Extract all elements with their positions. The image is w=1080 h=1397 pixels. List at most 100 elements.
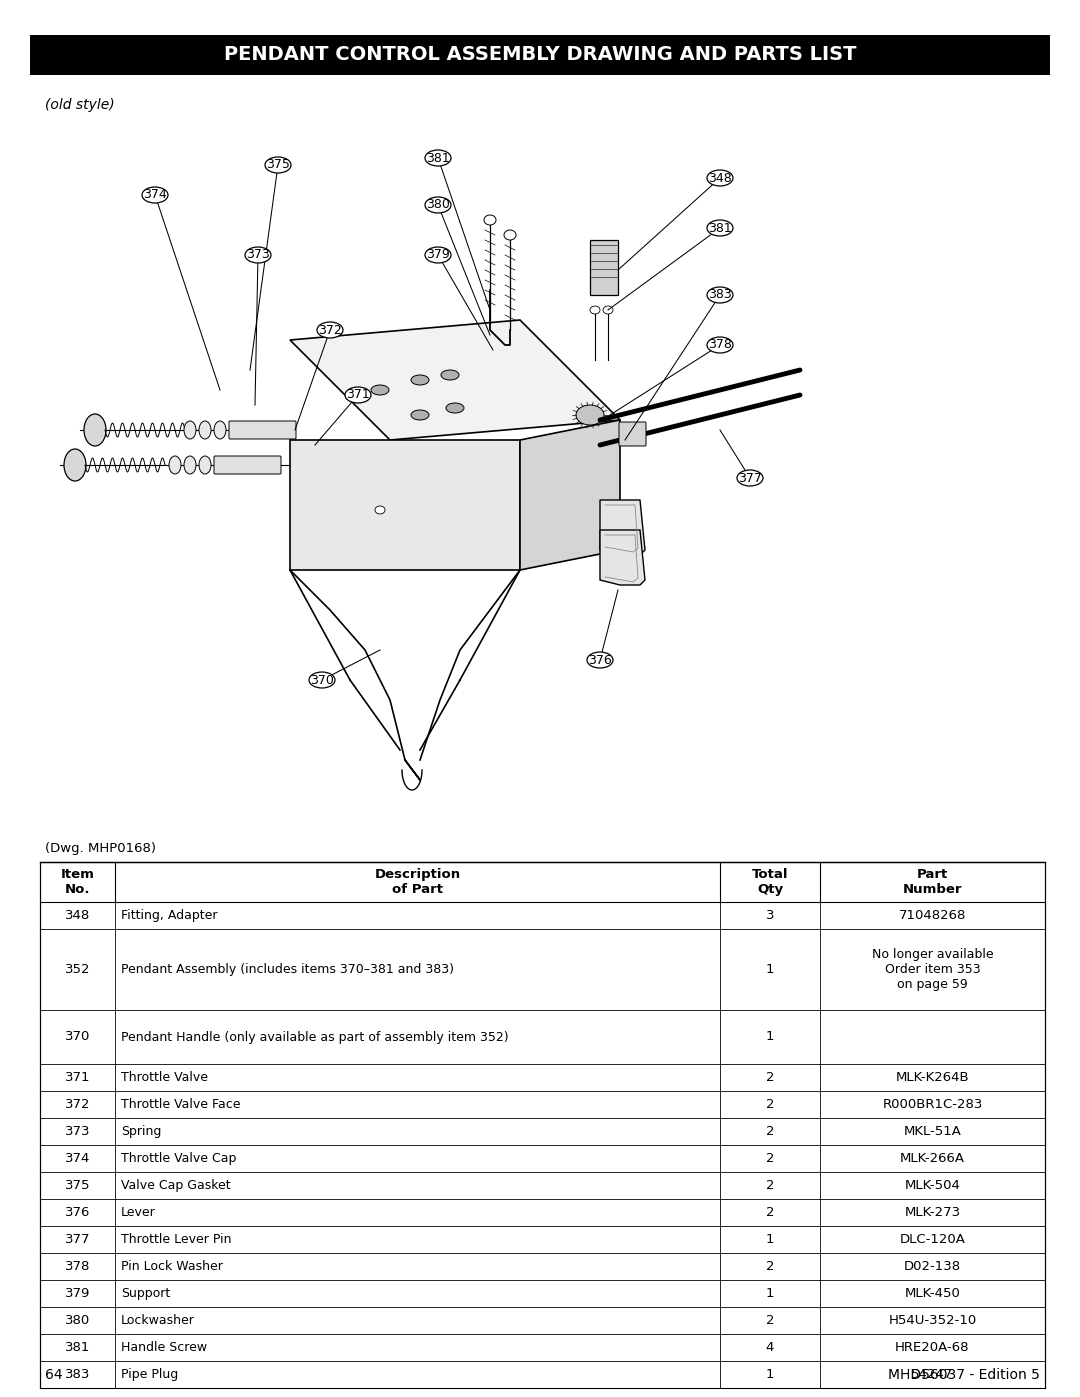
Polygon shape [600, 529, 645, 585]
Text: 375: 375 [266, 158, 289, 172]
Polygon shape [291, 440, 519, 570]
Ellipse shape [411, 374, 429, 386]
Text: 352: 352 [65, 963, 91, 977]
Text: 2: 2 [766, 1071, 774, 1084]
Text: 2: 2 [766, 1260, 774, 1273]
Text: 370: 370 [310, 673, 334, 686]
Ellipse shape [441, 370, 459, 380]
Text: 378: 378 [708, 338, 732, 352]
Ellipse shape [265, 156, 291, 173]
Text: Throttle Valve: Throttle Valve [121, 1071, 208, 1084]
Ellipse shape [504, 231, 516, 240]
FancyBboxPatch shape [229, 420, 296, 439]
Text: Lockwasher: Lockwasher [121, 1315, 194, 1327]
Ellipse shape [603, 306, 613, 314]
Text: 381: 381 [708, 222, 732, 235]
Ellipse shape [345, 387, 372, 402]
Ellipse shape [184, 420, 195, 439]
Text: 374: 374 [144, 189, 167, 201]
Text: 370: 370 [65, 1031, 91, 1044]
Text: 3: 3 [766, 909, 774, 922]
Text: Description
of Part: Description of Part [375, 868, 460, 895]
Ellipse shape [318, 321, 343, 338]
Text: Support: Support [121, 1287, 171, 1301]
Ellipse shape [84, 414, 106, 446]
Text: 371: 371 [65, 1071, 91, 1084]
FancyBboxPatch shape [619, 422, 646, 446]
Ellipse shape [199, 420, 211, 439]
Ellipse shape [737, 469, 762, 486]
Bar [40, 862, 1045, 902]
Text: 373: 373 [65, 1125, 91, 1139]
Text: 1: 1 [766, 963, 774, 977]
Ellipse shape [199, 455, 211, 474]
Text: Item
No.: Item No. [60, 868, 94, 895]
Text: 380: 380 [427, 198, 450, 211]
Text: Throttle Valve Cap: Throttle Valve Cap [121, 1153, 237, 1165]
Ellipse shape [184, 455, 195, 474]
Text: 371: 371 [346, 388, 369, 401]
Text: 2: 2 [766, 1179, 774, 1192]
Text: 373: 373 [246, 249, 270, 261]
Bar [590, 240, 618, 295]
Text: Throttle Lever Pin: Throttle Lever Pin [121, 1234, 231, 1246]
Text: 372: 372 [65, 1098, 91, 1111]
Ellipse shape [214, 420, 226, 439]
Ellipse shape [372, 386, 389, 395]
Text: 376: 376 [589, 654, 612, 666]
Text: 383: 383 [65, 1368, 91, 1382]
Text: HRE20A-68: HRE20A-68 [895, 1341, 970, 1354]
Text: 378: 378 [65, 1260, 91, 1273]
Text: Pendant Handle (only available as part of assembly item 352): Pendant Handle (only available as part o… [121, 1031, 509, 1044]
Text: 71048268: 71048268 [899, 909, 967, 922]
Text: 374: 374 [65, 1153, 91, 1165]
Text: MLK-K264B: MLK-K264B [895, 1071, 970, 1084]
Ellipse shape [446, 402, 464, 414]
Text: 372: 372 [319, 324, 342, 337]
Text: MKL-51A: MKL-51A [904, 1125, 961, 1139]
Text: 2: 2 [766, 1098, 774, 1111]
Ellipse shape [426, 197, 451, 212]
Ellipse shape [426, 247, 451, 263]
Text: D02-138: D02-138 [904, 1260, 961, 1273]
Ellipse shape [588, 652, 613, 668]
Text: MLK-273: MLK-273 [904, 1206, 960, 1220]
Text: Spring: Spring [121, 1125, 161, 1139]
Text: 1: 1 [766, 1031, 774, 1044]
Text: 380: 380 [65, 1315, 90, 1327]
Text: Pin Lock Washer: Pin Lock Washer [121, 1260, 222, 1273]
Text: Total
Qty: Total Qty [752, 868, 788, 895]
FancyBboxPatch shape [214, 455, 281, 474]
Ellipse shape [168, 455, 181, 474]
Ellipse shape [309, 672, 335, 687]
Text: 2: 2 [766, 1153, 774, 1165]
Text: Fitting, Adapter: Fitting, Adapter [121, 909, 217, 922]
Polygon shape [519, 420, 620, 570]
Text: 1: 1 [766, 1368, 774, 1382]
Text: H54U-352-10: H54U-352-10 [889, 1315, 976, 1327]
Text: 377: 377 [738, 472, 761, 485]
Text: 1: 1 [766, 1234, 774, 1246]
Ellipse shape [484, 215, 496, 225]
Text: MLK-504: MLK-504 [905, 1179, 960, 1192]
Ellipse shape [375, 506, 384, 514]
Ellipse shape [411, 409, 429, 420]
Text: MLK-450: MLK-450 [905, 1287, 960, 1301]
Bar [30, 35, 1050, 75]
Text: 348: 348 [65, 909, 90, 922]
Text: 2: 2 [766, 1206, 774, 1220]
Text: Throttle Valve Face: Throttle Valve Face [121, 1098, 241, 1111]
Text: 2: 2 [766, 1125, 774, 1139]
Text: Pipe Plug: Pipe Plug [121, 1368, 178, 1382]
Text: (Dwg. MHP0168): (Dwg. MHP0168) [45, 842, 156, 855]
Text: 379: 379 [65, 1287, 91, 1301]
Ellipse shape [707, 286, 733, 303]
Text: Handle Screw: Handle Screw [121, 1341, 207, 1354]
Ellipse shape [707, 170, 733, 186]
Text: 348: 348 [708, 172, 732, 184]
Polygon shape [291, 320, 620, 440]
Ellipse shape [576, 405, 604, 425]
Text: Part
Number: Part Number [903, 868, 962, 895]
Text: 376: 376 [65, 1206, 91, 1220]
Ellipse shape [707, 219, 733, 236]
